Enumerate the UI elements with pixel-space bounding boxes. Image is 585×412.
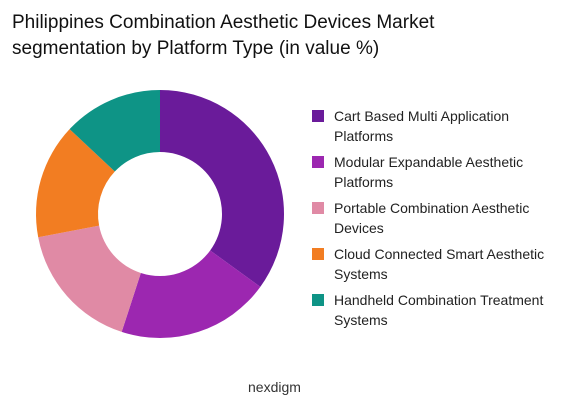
- legend-label: Cloud Connected Smart Aesthetic Systems: [334, 246, 545, 282]
- donut-slice: [160, 90, 284, 287]
- legend-swatch: [312, 202, 324, 214]
- chart-title: Philippines Combination Aesthetic Device…: [12, 12, 435, 59]
- legend-item: Cloud Connected Smart Aesthetic Systems: [312, 244, 559, 284]
- legend-item: Cart Based Multi Application Platforms: [312, 106, 559, 146]
- legend-label: Modular Expandable Aesthetic Platforms: [334, 154, 524, 190]
- donut-slice: [38, 225, 141, 332]
- legend-swatch: [312, 294, 324, 306]
- legend-swatch: [312, 110, 324, 122]
- legend-label: Handheld Combination Treatment Systems: [334, 292, 544, 328]
- brand-logo: nexdigm: [248, 379, 301, 395]
- legend-label: Portable Combination Aesthetic Devices: [334, 200, 530, 236]
- donut-slice: [36, 129, 115, 238]
- donut-slice: [121, 250, 261, 339]
- donut-slice: [69, 90, 160, 172]
- legend-label: Cart Based Multi Application Platforms: [334, 108, 510, 144]
- legend-swatch: [312, 248, 324, 260]
- legend: Cart Based Multi Application Platforms Mo…: [312, 106, 562, 336]
- brand-text: nexdigm: [248, 379, 301, 395]
- legend-item: Modular Expandable Aesthetic Platforms: [312, 152, 559, 192]
- legend-swatch: [312, 156, 324, 168]
- legend-item: Portable Combination Aesthetic Devices: [312, 198, 559, 238]
- legend-item: Handheld Combination Treatment Systems: [312, 290, 559, 330]
